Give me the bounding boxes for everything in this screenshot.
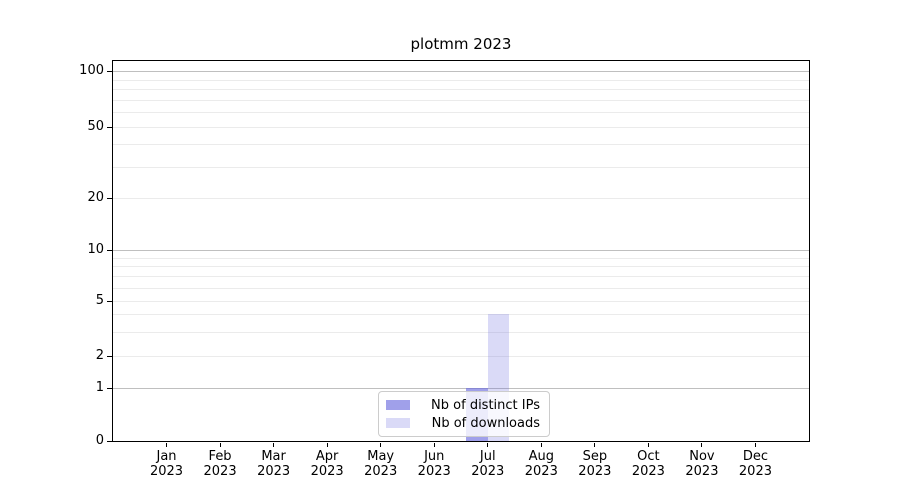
x-axis-tick — [487, 443, 489, 447]
y-axis-tick — [107, 127, 112, 128]
gridline-minor — [113, 331, 809, 333]
x-axis-month-label: Oct 2023 — [620, 449, 676, 479]
y-axis-tick-label: 1 — [95, 379, 104, 395]
y-axis-tick — [107, 441, 112, 442]
x-axis-tick — [326, 443, 328, 447]
x-axis-tick — [701, 443, 703, 447]
y-axis-tick-label: 0 — [95, 433, 104, 448]
month-year: 2023 — [149, 464, 184, 479]
legend-swatch-downloads — [386, 418, 410, 428]
gridline-minor — [113, 89, 809, 91]
x-axis-month-label: Apr 2023 — [299, 449, 355, 479]
x-axis-tick — [540, 443, 542, 447]
x-axis-tick — [754, 443, 756, 447]
month-name: Jul — [479, 449, 496, 464]
x-axis-tick — [647, 443, 649, 447]
legend-label: Nb of distinct IPs — [431, 397, 540, 413]
y-axis-tick-label: 100 — [79, 62, 104, 78]
legend-row-downloads: Nb of downloads — [386, 416, 540, 431]
month-name: Nov — [689, 449, 715, 464]
month-name: Aug — [528, 449, 554, 464]
gridline-minor — [113, 355, 809, 357]
x-axis-month-label: Jun 2023 — [406, 449, 462, 479]
x-axis-month-label: Jul 2023 — [460, 449, 516, 479]
gridline-minor — [113, 112, 809, 114]
x-axis-month-label: Nov 2023 — [674, 449, 730, 479]
gridline-minor — [113, 197, 809, 199]
gridline-minor — [113, 276, 809, 278]
y-axis-tick-label: 50 — [87, 119, 104, 134]
x-axis-month-label: Jan 2023 — [139, 449, 195, 479]
x-axis-tick — [594, 443, 596, 447]
y-axis-tick-label: 5 — [95, 293, 104, 308]
x-axis-month-label: Feb 2023 — [192, 449, 248, 479]
gridline-major — [113, 250, 809, 251]
x-axis-month-label: Mar 2023 — [246, 449, 302, 479]
month-year: 2023 — [364, 464, 398, 479]
y-axis-tick — [107, 355, 112, 357]
month-year: 2023 — [524, 464, 558, 479]
x-axis-tick — [433, 443, 435, 447]
y-axis-tick — [107, 301, 112, 302]
chart-title: plotmm 2023 — [410, 35, 512, 53]
gridline-minor — [113, 144, 809, 146]
x-axis-tick — [380, 443, 382, 447]
x-axis-month-label: May 2023 — [353, 449, 409, 479]
x-axis-tick — [273, 443, 275, 447]
month-name: Sep — [582, 449, 608, 464]
x-axis-month-label: Sep 2023 — [567, 449, 623, 479]
month-year: 2023 — [203, 464, 237, 479]
month-name: Mar — [261, 449, 286, 464]
month-name: May — [367, 449, 395, 464]
gridline-minor — [113, 166, 809, 168]
legend-swatch-distinct-ips — [386, 400, 410, 410]
month-year: 2023 — [738, 464, 772, 479]
month-name: Apr — [315, 449, 339, 464]
y-axis-tick — [107, 250, 112, 251]
month-year: 2023 — [417, 464, 451, 479]
gridline-minor — [113, 314, 809, 316]
month-name: Jun — [424, 449, 445, 464]
legend-label: Nb of downloads — [431, 415, 540, 431]
legend-row-distinct-ips: Nb of distinct IPs — [386, 398, 540, 413]
month-year: 2023 — [471, 464, 505, 479]
gridline-minor — [113, 266, 809, 268]
month-year: 2023 — [310, 464, 344, 479]
month-name: Dec — [742, 449, 769, 464]
month-year: 2023 — [578, 464, 612, 479]
month-year: 2023 — [631, 464, 665, 479]
month-name: Jan — [156, 449, 177, 464]
gridline-minor — [113, 127, 809, 128]
gridline-minor — [113, 257, 809, 259]
x-axis-month-label: Dec 2023 — [727, 449, 783, 479]
gridline-minor — [113, 301, 809, 302]
legend: Nb of distinct IPs Nb of downloads — [378, 391, 550, 437]
gridline-major — [113, 70, 809, 72]
x-axis-tick — [219, 443, 221, 447]
month-year: 2023 — [257, 464, 291, 479]
y-axis-tick-label: 2 — [95, 347, 104, 363]
y-axis-tick — [107, 197, 112, 199]
month-name: Feb — [208, 449, 232, 464]
month-year: 2023 — [685, 464, 719, 479]
y-axis-tick-label: 10 — [87, 242, 104, 257]
month-name: Oct — [637, 449, 660, 464]
gridline-minor — [113, 287, 809, 289]
x-axis-tick — [166, 443, 168, 447]
gridline-major — [113, 387, 809, 389]
x-axis-month-label: Aug 2023 — [513, 449, 569, 479]
y-axis-tick — [107, 70, 112, 72]
y-axis-tick — [107, 387, 112, 389]
plot-area — [112, 60, 810, 442]
y-axis-tick-label: 20 — [87, 189, 104, 205]
gridline-minor — [113, 99, 809, 101]
gridline-minor — [113, 79, 809, 81]
